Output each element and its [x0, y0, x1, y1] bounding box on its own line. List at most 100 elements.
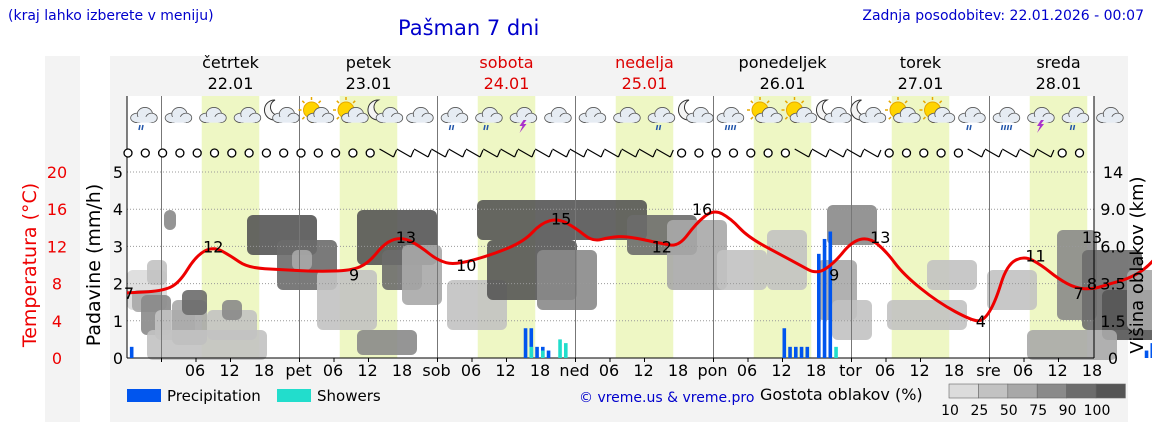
wind-barb-flag — [1015, 149, 1020, 158]
precipitation-bar — [794, 346, 798, 358]
thunderstorm-icon — [509, 107, 538, 133]
wind-barb-flag — [496, 149, 501, 158]
temperature-tick: 16 — [47, 200, 67, 219]
wind-barb-flag — [652, 149, 657, 158]
x-tick-label: 18 — [254, 361, 274, 380]
temperature-axis-label: Temperatura (°C) — [19, 183, 41, 348]
calm-wind-circle — [780, 148, 791, 158]
wind-barb — [534, 148, 550, 158]
cloud-density-level: 75 — [1029, 403, 1047, 419]
cloud-density-blob — [317, 270, 377, 330]
temperature-labels: 7 12 9 13 10 15 12 16 9 13 4 11 7 13 8 — [124, 200, 1102, 331]
x-tick-label: 18 — [392, 361, 412, 380]
cloud-density-swatch — [1095, 383, 1126, 399]
temperature-label: 4 — [976, 312, 986, 331]
temperature-tick: 20 — [47, 163, 67, 182]
left-panel — [45, 56, 80, 422]
wind-barb — [1019, 148, 1034, 158]
x-tick-label: pet — [285, 361, 311, 380]
calm-wind-circle — [728, 148, 739, 158]
calm-wind-circle — [227, 148, 237, 158]
sun-cloud-icon — [298, 97, 335, 124]
sun-cloud-icon — [781, 97, 818, 124]
x-tick-label: 12 — [495, 361, 515, 380]
wind-barb-flag — [565, 149, 571, 158]
credit-link: © vreme.us & vreme.pro — [579, 390, 754, 406]
precipitation-bars — [129, 231, 1152, 358]
wind-barb — [656, 148, 671, 158]
precipitation-bar — [1144, 350, 1149, 358]
precipitation-bar — [828, 231, 833, 358]
calm-wind-circle — [676, 148, 687, 158]
calm-wind-circle — [936, 148, 946, 158]
daylight-band — [753, 96, 812, 358]
cloud-density-blob — [987, 270, 1037, 310]
wind-barb — [829, 148, 844, 158]
cloud-rain-icon — [475, 107, 503, 131]
cloud-icon — [233, 107, 262, 124]
temperature-label: 11 — [1025, 247, 1045, 266]
cloud-density-area — [127, 200, 1152, 360]
moon-cloud-icon — [263, 99, 300, 124]
wind-barb-flag — [635, 149, 640, 158]
cloud-icon — [578, 107, 607, 124]
wind-barb — [396, 148, 412, 158]
x-tick-label: 06 — [461, 361, 481, 380]
precipitation-legend-label: Precipitation — [167, 387, 261, 405]
day-date: 26.01 — [760, 74, 806, 93]
precipitation-bar — [805, 346, 810, 358]
cloud-base-tick: 9.0 — [1100, 200, 1125, 219]
wind-barb-flag — [444, 149, 449, 158]
temperature-label: 10 — [456, 256, 476, 275]
precipitation-bar — [546, 350, 551, 358]
wind-barb-flag — [392, 149, 398, 158]
wind-barb — [621, 148, 636, 158]
last-updated: Zadnja posodobitev: 22.01.2026 - 00:07 — [862, 8, 1144, 24]
temperature-tick: 4 — [52, 312, 62, 331]
calm-wind-circle — [296, 148, 306, 158]
page-title: Pašman 7 dni — [398, 16, 540, 40]
x-tick-label: 12 — [909, 361, 929, 380]
calm-wind-circle — [140, 148, 150, 158]
precipitation-tick: 0 — [113, 349, 123, 368]
wind-barb — [483, 148, 498, 158]
cloud-base-tick: 14 — [1103, 163, 1123, 182]
cloud-base-tick: 1.5 — [1100, 312, 1125, 331]
day-date: 27.01 — [898, 74, 944, 93]
cloud-rain-icon — [1061, 107, 1090, 131]
cloud-rain-icon — [958, 107, 986, 131]
sun-cloud-icon — [885, 97, 921, 124]
wind-barb-flag — [548, 149, 553, 158]
x-tick-label: 06 — [323, 361, 343, 380]
calm-wind-circle — [919, 148, 929, 158]
moon-cloud-icon — [850, 99, 887, 124]
x-tick-label: 06 — [875, 361, 895, 380]
shower-bar — [564, 343, 568, 358]
wind-barb-flag — [825, 149, 830, 158]
wind-barb-flag — [877, 149, 882, 158]
x-tick-label: 12 — [771, 361, 791, 380]
temperature-label: 16 — [692, 200, 712, 219]
precipitation-bar — [817, 253, 821, 358]
cloud-density-blob — [147, 330, 267, 360]
wind-barb — [794, 148, 809, 158]
cloud-density-blob — [147, 260, 167, 285]
precipitation-bar — [822, 238, 827, 358]
moon-cloud-icon — [367, 99, 404, 124]
showers-swatch — [277, 389, 311, 402]
wind-barb-flag — [410, 149, 415, 158]
cloud-density-blob — [717, 250, 767, 290]
calm-wind-circle — [365, 148, 375, 158]
moon-cloud-icon — [677, 99, 714, 124]
temperature-label: 13 — [1082, 228, 1102, 247]
cloud-density-swatch — [1066, 383, 1097, 399]
calm-wind-circle — [244, 148, 254, 158]
x-tick-label: 12 — [1047, 361, 1067, 380]
location-menu-note[interactable]: (kraj lahko izberete v meniju) — [8, 8, 214, 24]
cloud-icon — [199, 107, 227, 124]
cloud-density-blob — [222, 300, 242, 320]
precipitation-bar — [788, 346, 792, 358]
cloud-density-swatch — [978, 383, 1009, 399]
precipitation-bar — [782, 328, 787, 358]
